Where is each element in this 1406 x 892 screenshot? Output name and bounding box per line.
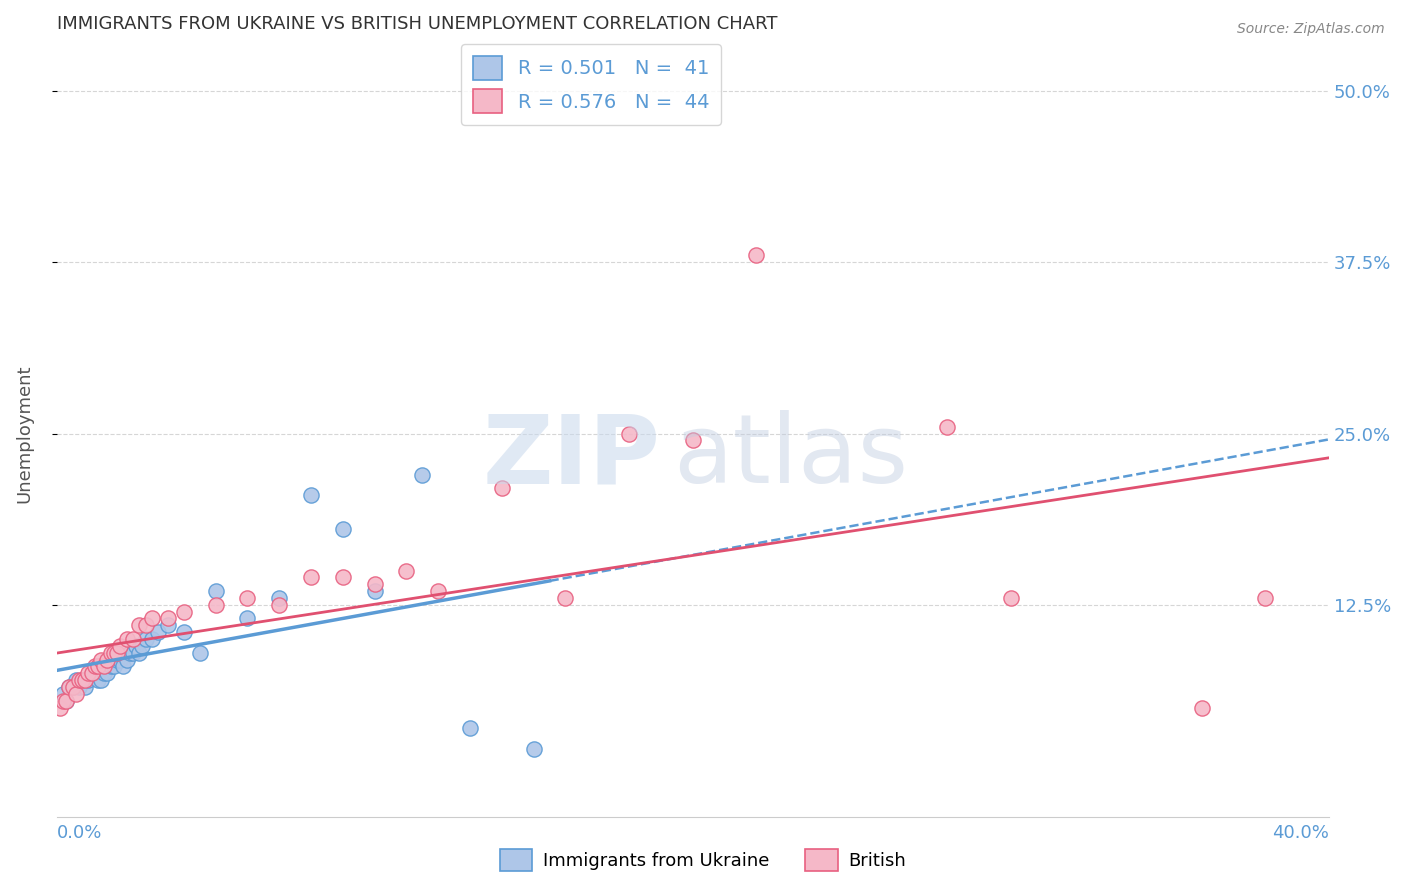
Point [523, 741, 546, 756]
Point [52, 687, 75, 701]
Point [141, 632, 163, 646]
Point [122, 646, 145, 660]
Point [156, 618, 179, 632]
Point [156, 611, 179, 625]
Point [83, 666, 105, 681]
Point [173, 605, 195, 619]
Point [135, 632, 157, 646]
Text: 0.0%: 0.0% [56, 824, 103, 842]
Point [936, 419, 959, 434]
Point [112, 659, 135, 673]
Point [67, 673, 90, 688]
Point [90, 673, 112, 688]
Point [411, 467, 433, 482]
Point [83, 659, 105, 673]
Point [236, 591, 259, 605]
Point [70, 673, 93, 688]
Point [110, 652, 132, 666]
Point [236, 611, 259, 625]
Point [128, 618, 150, 632]
Point [115, 632, 138, 646]
Point [100, 659, 122, 673]
Text: IMMIGRANTS FROM UKRAINE VS BRITISH UNEMPLOYMENT CORRELATION CHART: IMMIGRANTS FROM UKRAINE VS BRITISH UNEMP… [56, 15, 778, 33]
Point [55, 694, 77, 708]
Point [148, 625, 170, 640]
Point [299, 488, 322, 502]
Point [115, 652, 138, 666]
Point [458, 721, 481, 735]
Point [173, 625, 195, 640]
Point [62, 680, 84, 694]
Legend: R = 0.501   N =  41, R = 0.576   N =  44: R = 0.501 N = 41, R = 0.576 N = 44 [461, 45, 721, 125]
Point [395, 564, 418, 578]
Point [554, 591, 576, 605]
Point [55, 694, 77, 708]
Point [77, 673, 100, 688]
Text: 40.0%: 40.0% [1272, 824, 1329, 842]
Point [491, 481, 513, 495]
Point [1000, 591, 1022, 605]
Point [118, 646, 141, 660]
Point [87, 673, 110, 688]
Point [65, 687, 87, 701]
Point [103, 659, 125, 673]
Point [125, 639, 148, 653]
Point [122, 632, 145, 646]
Point [269, 591, 291, 605]
Point [617, 426, 640, 441]
Point [131, 639, 153, 653]
Point [90, 652, 112, 666]
Point [77, 666, 100, 681]
Point [427, 584, 450, 599]
Point [135, 618, 157, 632]
Legend: Immigrants from Ukraine, British: Immigrants from Ukraine, British [492, 842, 914, 879]
Point [141, 611, 163, 625]
Point [96, 652, 118, 666]
Point [105, 652, 128, 666]
Text: atlas: atlas [673, 410, 908, 503]
Point [332, 523, 354, 537]
Point [204, 584, 226, 599]
Point [80, 666, 103, 681]
Point [58, 680, 80, 694]
Point [204, 598, 226, 612]
Point [62, 680, 84, 694]
Point [1254, 591, 1277, 605]
Point [80, 666, 103, 681]
Point [67, 680, 90, 694]
Point [75, 673, 97, 688]
Point [105, 646, 128, 660]
Point [100, 646, 122, 660]
Point [1191, 700, 1213, 714]
Text: Source: ZipAtlas.com: Source: ZipAtlas.com [1237, 22, 1385, 37]
Point [682, 434, 704, 448]
Point [332, 570, 354, 584]
Point [52, 694, 75, 708]
Text: ZIP: ZIP [484, 410, 661, 503]
Point [128, 646, 150, 660]
Point [299, 570, 322, 584]
Point [188, 646, 211, 660]
Point [745, 248, 768, 262]
Point [58, 680, 80, 694]
Point [110, 639, 132, 653]
Point [87, 659, 110, 673]
Point [65, 673, 87, 688]
Point [363, 584, 385, 599]
Point [49, 700, 72, 714]
Point [93, 659, 115, 673]
Point [93, 666, 115, 681]
Y-axis label: Unemployment: Unemployment [15, 364, 32, 503]
Point [269, 598, 291, 612]
Point [96, 666, 118, 681]
Point [363, 577, 385, 591]
Point [75, 680, 97, 694]
Point [70, 673, 93, 688]
Point [103, 646, 125, 660]
